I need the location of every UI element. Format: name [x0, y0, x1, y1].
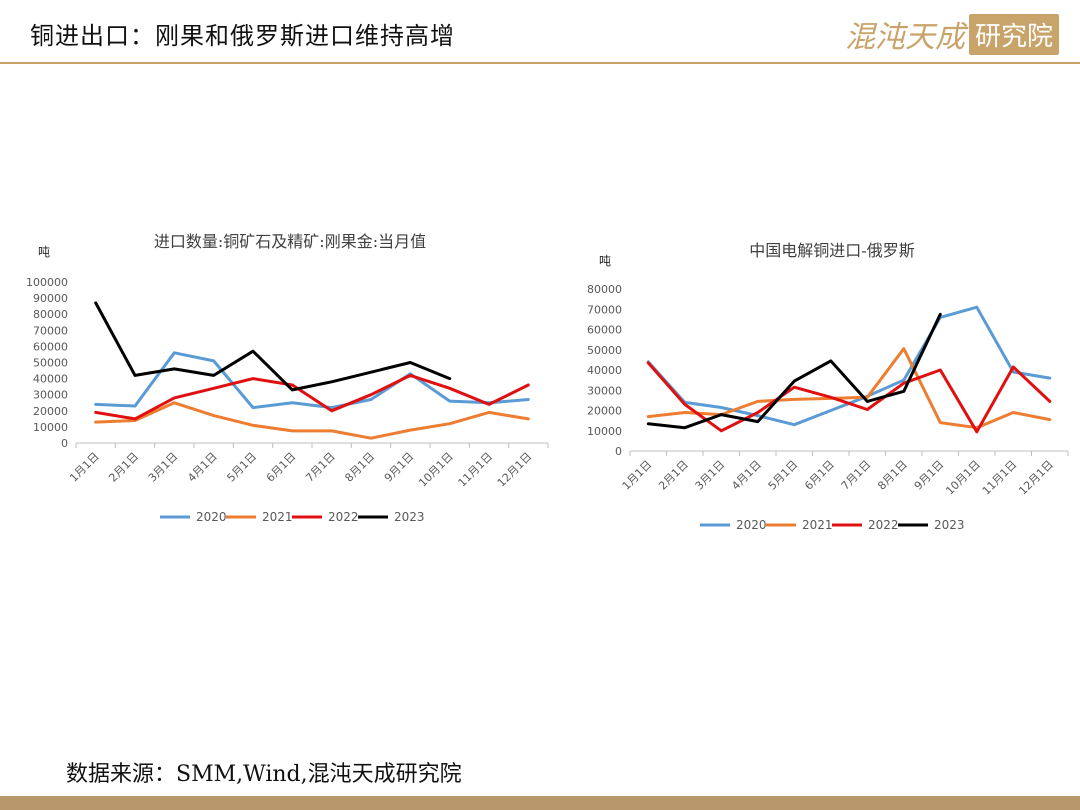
x-tick-label: 10月1日 — [943, 458, 983, 498]
series-line-2023 — [646, 312, 942, 430]
y-tick-label: 80000 — [587, 283, 622, 296]
x-tick-label: 4月1日 — [729, 458, 764, 493]
chart-title: 中国电解铜进口-俄罗斯 — [749, 241, 914, 260]
chart-title: 进口数量:铜矿石及精矿:刚果金:当月值 — [154, 232, 426, 251]
x-tick-label: 8月1日 — [875, 458, 910, 493]
y-tick-label: 30000 — [33, 389, 68, 402]
legend-label-2021: 2021 — [802, 518, 833, 532]
page-title: 铜进出口：刚果和俄罗斯进口维持高增 — [30, 22, 455, 50]
legend-label-2022: 2022 — [868, 518, 899, 532]
y-tick-label: 20000 — [33, 405, 68, 418]
y-tick-label: 30000 — [587, 384, 622, 397]
series-line-2022 — [94, 373, 530, 421]
series-line-2022 — [646, 361, 1052, 434]
brand-logo: 混沌天成 研究院 — [845, 13, 1060, 55]
x-tick-label: 2月1日 — [656, 458, 691, 493]
y-tick-label: 70000 — [33, 324, 68, 337]
y-tick-label: 10000 — [587, 425, 622, 438]
series-line-2020 — [94, 351, 530, 410]
legend-label-2023: 2023 — [934, 518, 965, 532]
y-tick-label: 10000 — [33, 421, 68, 434]
y-tick-label: 0 — [61, 437, 68, 450]
y-tick-label: 20000 — [587, 405, 622, 418]
x-tick-label: 11月1日 — [980, 458, 1020, 498]
bottom-bar — [0, 796, 1080, 810]
x-tick-label: 1月1日 — [620, 458, 655, 493]
y-tick-label: 50000 — [33, 357, 68, 370]
y-tick-label: 90000 — [33, 292, 68, 305]
logo-sub-text: 研究院 — [969, 13, 1060, 55]
header-divider — [0, 62, 1080, 64]
series-line-2023 — [94, 301, 452, 392]
y-tick-label: 40000 — [587, 364, 622, 377]
data-source-note: 数据来源：SMM,Wind,混沌天成研究院 — [66, 762, 462, 787]
y-tick-label: 60000 — [587, 324, 622, 337]
y-tick-label: 80000 — [33, 308, 68, 321]
y-tick-label: 60000 — [33, 340, 68, 353]
y-tick-label: 100000 — [26, 276, 68, 289]
x-tick-label: 5月1日 — [766, 458, 801, 493]
series-line-2021 — [646, 347, 1052, 430]
legend-label-2023: 2023 — [394, 510, 425, 524]
y-axis-unit-label: 吨 — [599, 254, 611, 268]
logo-main-text: 混沌天成 — [845, 20, 965, 55]
legend-label-2021: 2021 — [262, 510, 293, 524]
y-tick-label: 70000 — [587, 303, 622, 316]
x-tick-label: 7月1日 — [839, 458, 874, 493]
x-tick-label: 12月1日 — [1016, 458, 1056, 498]
x-tick-label: 3月1日 — [693, 458, 728, 493]
legend-label-2022: 2022 — [328, 510, 359, 524]
series-line-2021 — [94, 401, 530, 440]
y-tick-label: 40000 — [33, 373, 68, 386]
y-tick-label: 0 — [615, 445, 622, 458]
legend-label-2020: 2020 — [736, 518, 767, 532]
y-axis-unit-label: 吨 — [38, 245, 50, 259]
x-tick-label: 6月1日 — [802, 458, 837, 493]
x-tick-label: 9月1日 — [912, 458, 947, 493]
legend-label-2020: 2020 — [196, 510, 227, 524]
y-tick-label: 50000 — [587, 344, 622, 357]
